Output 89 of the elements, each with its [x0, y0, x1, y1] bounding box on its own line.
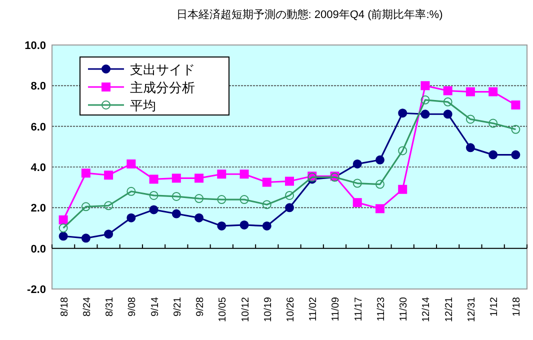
- point: [285, 176, 294, 186]
- legend-label: 平均: [130, 98, 156, 113]
- point: [375, 155, 384, 164]
- point: [104, 170, 114, 180]
- x-tick-label: 11/02: [308, 296, 320, 322]
- point: [466, 87, 475, 96]
- y-tick-label: 6.0: [30, 121, 46, 134]
- x-tick-label: 12/14: [421, 296, 432, 322]
- point: [511, 150, 520, 160]
- x-tick-label: 8/18: [59, 296, 70, 316]
- y-tick-label: 4.0: [30, 162, 46, 174]
- point: [217, 221, 226, 230]
- point: [172, 174, 181, 183]
- x-tick-label: 11/23: [376, 296, 387, 322]
- y-tick-label: 0.0: [30, 243, 46, 256]
- chart-title: 日本経済超短期予測の動態: 2009年Q4 (前期比年率:%): [176, 8, 443, 21]
- point: [352, 178, 362, 188]
- point: [285, 190, 294, 200]
- point: [398, 146, 408, 156]
- point: [217, 195, 226, 204]
- legend-label: 支出サイド: [130, 62, 195, 77]
- point: [443, 86, 452, 96]
- y-tick-label: 2.0: [30, 202, 46, 215]
- point: [262, 221, 272, 230]
- point: [398, 108, 408, 118]
- point: [126, 186, 136, 196]
- x-tick-label: 1/18: [512, 296, 523, 316]
- y-tick-label: 10.0: [24, 40, 46, 52]
- x-tick-label: 11/30: [398, 296, 410, 322]
- x-tick-label: 12/31: [466, 296, 478, 322]
- point: [126, 213, 136, 222]
- point: [488, 118, 498, 128]
- point: [352, 159, 362, 168]
- x-tick-label: 9/28: [195, 296, 206, 316]
- point: [104, 230, 114, 239]
- point: [194, 174, 204, 183]
- point: [511, 124, 520, 134]
- point: [58, 215, 68, 224]
- point: [262, 178, 272, 187]
- point: [58, 224, 68, 232]
- x-tick-label: 9/14: [150, 296, 161, 316]
- point: [240, 195, 249, 204]
- point: [420, 95, 430, 104]
- point: [104, 201, 114, 210]
- x-tick-label: 1/12: [489, 296, 500, 316]
- point: [443, 97, 452, 106]
- point: [81, 202, 90, 212]
- point: [443, 110, 452, 119]
- point: [81, 234, 90, 243]
- point: [511, 100, 520, 110]
- y-tick-label: -2.0: [27, 284, 46, 296]
- point: [194, 213, 204, 222]
- point: [375, 180, 384, 189]
- point: [488, 87, 498, 96]
- point: [81, 168, 90, 178]
- x-tick-label: 9/21: [172, 296, 184, 316]
- point: [352, 198, 362, 208]
- point: [172, 209, 181, 218]
- x-tick-label: 12/21: [444, 296, 455, 322]
- point: [149, 205, 158, 214]
- point: [126, 159, 136, 168]
- point: [58, 232, 68, 241]
- y-tick-label: 8.0: [30, 80, 46, 93]
- x-tick-label: 8/31: [104, 296, 116, 316]
- point: [466, 143, 475, 152]
- x-tick-label: 10/19: [262, 296, 274, 322]
- point: [240, 170, 249, 179]
- x-tick-label: 11/09: [330, 296, 342, 322]
- point: [217, 170, 226, 179]
- point: [149, 174, 158, 184]
- legend-label: 主成分分析: [130, 80, 195, 95]
- point: [398, 184, 408, 194]
- x-tick-label: 10/26: [286, 296, 296, 322]
- point: [149, 190, 158, 200]
- x-tick-label: 10/05: [218, 296, 229, 322]
- point: [466, 114, 475, 124]
- point: [285, 203, 294, 212]
- point: [375, 204, 384, 214]
- point: [240, 220, 249, 230]
- x-tick-label: 8/24: [82, 296, 93, 316]
- point: [172, 192, 181, 201]
- point: [420, 110, 430, 119]
- x-tick-label: 10/12: [240, 296, 252, 322]
- x-tick-label: 9/08: [127, 296, 138, 316]
- point: [420, 81, 430, 90]
- point: [262, 200, 272, 210]
- point: [488, 150, 498, 160]
- point: [194, 194, 204, 204]
- x-tick-label: 11/17: [353, 296, 364, 322]
